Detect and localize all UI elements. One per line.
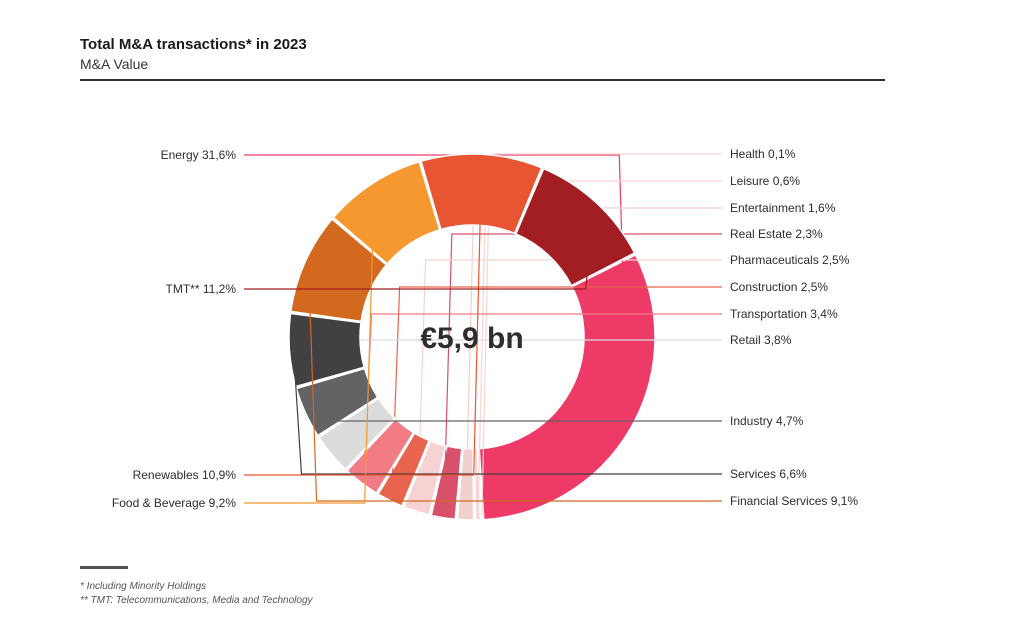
chart-title: Total M&A transactions* in 2023 bbox=[80, 36, 307, 53]
label-real-estate: Real Estate 2,3% bbox=[730, 227, 823, 241]
label-pharmaceuticals: Pharmaceuticals 2,5% bbox=[730, 253, 850, 267]
slice-industry bbox=[295, 367, 379, 437]
label-tmt: TMT** 11,2% bbox=[166, 282, 237, 296]
label-renewables: Renewables 10,9% bbox=[133, 468, 237, 482]
label-retail: Retail 3,8% bbox=[730, 333, 792, 347]
footnote-tmt: ** TMT: Telecommunications, Media and Te… bbox=[80, 595, 313, 606]
label-transportation: Transportation 3,4% bbox=[730, 307, 838, 321]
label-financial-services: Financial Services 9,1% bbox=[730, 494, 858, 508]
chart-subtitle: M&A Value bbox=[80, 56, 149, 72]
leader-financial-services bbox=[307, 263, 722, 502]
leader-services bbox=[292, 349, 722, 475]
leader-energy bbox=[244, 154, 628, 427]
leader-food-beverage bbox=[244, 186, 376, 504]
leader-pharmaceuticals bbox=[417, 259, 722, 508]
label-food-beverage: Food & Beverage 9,2% bbox=[112, 496, 236, 510]
slice-retail bbox=[317, 397, 396, 471]
label-energy: Energy 31,6% bbox=[161, 148, 237, 162]
slice-energy bbox=[478, 253, 656, 521]
leader-health bbox=[481, 153, 722, 516]
leader-renewables bbox=[244, 158, 483, 476]
slice-food-beverage bbox=[332, 160, 441, 265]
slice-entertainment bbox=[456, 447, 475, 521]
footnote-divider bbox=[80, 566, 128, 569]
label-construction: Construction 2,5% bbox=[730, 280, 828, 294]
label-services: Services 6,6% bbox=[730, 467, 807, 481]
slice-financial-services bbox=[289, 218, 388, 323]
center-total-value: €5,9 bn bbox=[420, 322, 523, 355]
label-leisure: Leisure 0,6% bbox=[730, 174, 800, 188]
slice-pharmaceuticals bbox=[402, 439, 447, 516]
slice-construction bbox=[377, 432, 431, 508]
label-entertainment: Entertainment 1,6% bbox=[730, 201, 836, 215]
slice-services bbox=[288, 312, 366, 388]
title-divider bbox=[80, 79, 885, 81]
footnote-minority: * Including Minority Holdings bbox=[80, 581, 207, 592]
label-health: Health 0,1% bbox=[730, 147, 796, 161]
leader-tmt bbox=[244, 205, 595, 290]
slice-tmt bbox=[514, 167, 636, 287]
leader-industry bbox=[308, 410, 722, 422]
label-industry: Industry 4,7% bbox=[730, 414, 804, 428]
